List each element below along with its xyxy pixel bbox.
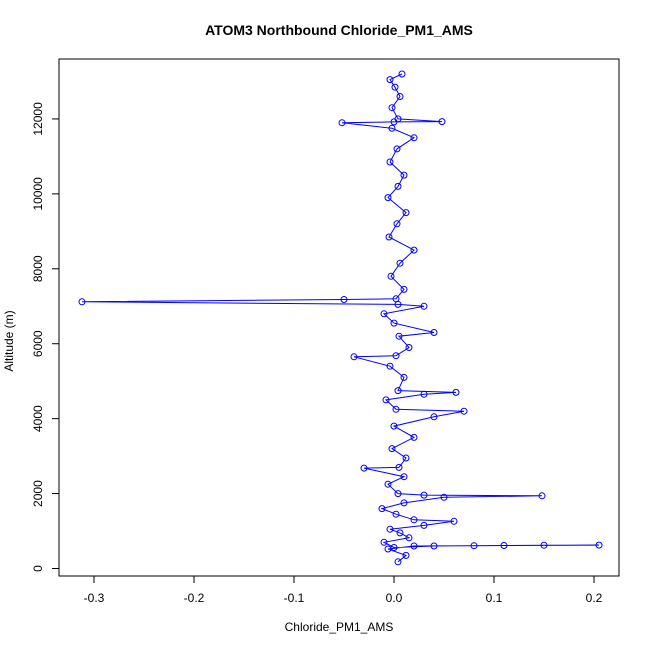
data-point <box>394 387 402 395</box>
data-point <box>384 480 392 488</box>
data-point <box>396 93 404 100</box>
data-point <box>410 134 418 142</box>
data-point <box>392 352 400 360</box>
data-point <box>438 118 446 126</box>
data-point <box>394 115 402 123</box>
data-point <box>386 362 394 370</box>
x-tick-label: -0.2 <box>184 591 205 605</box>
data-point <box>595 541 603 549</box>
data-point <box>394 558 402 566</box>
data-point <box>430 413 438 421</box>
data-point <box>380 538 388 546</box>
data-point <box>440 493 448 501</box>
data-point <box>386 525 394 533</box>
data-point <box>391 83 399 91</box>
data-point <box>387 272 395 280</box>
data-point <box>350 353 358 361</box>
data-point <box>396 259 404 267</box>
data-point <box>410 246 418 254</box>
data-point <box>378 505 386 513</box>
data-point <box>460 407 468 415</box>
data-point <box>410 542 418 550</box>
chart-title: ATOM3 Northbound Chloride_PM1_AMS <box>205 22 473 38</box>
data-point <box>420 521 428 529</box>
y-tick-label: 0 <box>31 565 45 572</box>
x-axis-label: Chloride_PM1_AMS <box>285 620 394 634</box>
data-point <box>382 396 390 404</box>
data-point <box>78 298 86 306</box>
data-point <box>388 124 396 132</box>
x-tick-label: 0.2 <box>586 591 603 605</box>
y-tick-label: 12000 <box>31 102 45 136</box>
data-point <box>400 499 408 507</box>
data-point <box>392 405 400 413</box>
data-point <box>450 517 458 525</box>
y-tick-label: 4000 <box>31 405 45 432</box>
data-point <box>394 490 402 498</box>
y-axis: 0 2000 4000 6000 8000 10000 12000 <box>31 102 60 572</box>
y-tick-label: 2000 <box>31 480 45 507</box>
data-series <box>78 70 603 566</box>
data-point <box>390 422 398 430</box>
data-point <box>410 516 418 524</box>
data-point <box>392 295 400 303</box>
data-point <box>385 233 393 241</box>
x-tick-label: 0.1 <box>486 591 503 605</box>
data-point <box>393 145 401 153</box>
data-point <box>390 544 398 551</box>
y-tick-label: 8000 <box>31 255 45 282</box>
data-point <box>420 302 428 310</box>
data-point <box>393 220 401 228</box>
data-point <box>405 344 413 351</box>
data-point <box>400 373 408 381</box>
data-point <box>470 542 478 550</box>
data-point <box>380 310 388 318</box>
data-point <box>388 104 396 112</box>
y-tick-label: 10000 <box>31 177 45 211</box>
data-point <box>390 319 398 327</box>
data-point <box>395 332 403 340</box>
data-point <box>452 388 460 396</box>
data-point <box>398 70 406 78</box>
data-point <box>540 541 548 549</box>
x-tick-label: -0.1 <box>284 591 305 605</box>
data-point <box>338 119 346 127</box>
data-point <box>430 542 438 550</box>
data-point <box>386 76 394 84</box>
x-tick-label: 0.0 <box>386 591 403 605</box>
data-point <box>405 534 413 542</box>
data-point <box>395 463 403 471</box>
data-point <box>400 473 408 481</box>
data-point <box>386 158 394 166</box>
data-point <box>392 510 400 518</box>
y-axis-label: Altitude (m) <box>2 310 16 371</box>
data-point <box>400 171 408 179</box>
data-point <box>430 329 438 336</box>
y-tick-label: 6000 <box>31 330 45 357</box>
data-point <box>420 390 428 398</box>
data-point <box>410 433 418 441</box>
data-point <box>500 542 508 549</box>
data-point <box>402 454 410 462</box>
data-point <box>360 464 368 472</box>
data-point <box>340 296 348 303</box>
data-point <box>402 209 410 217</box>
data-point <box>394 182 402 190</box>
data-point <box>384 194 392 202</box>
series-line <box>81 73 600 563</box>
data-point <box>388 445 396 453</box>
x-axis: -0.3 -0.2 -0.1 0.0 0.1 0.2 <box>84 575 603 605</box>
data-point <box>538 492 546 500</box>
x-tick-label: -0.3 <box>84 591 105 605</box>
data-point <box>420 491 428 499</box>
data-point <box>402 551 410 559</box>
data-point <box>400 285 408 293</box>
data-point <box>396 529 404 537</box>
